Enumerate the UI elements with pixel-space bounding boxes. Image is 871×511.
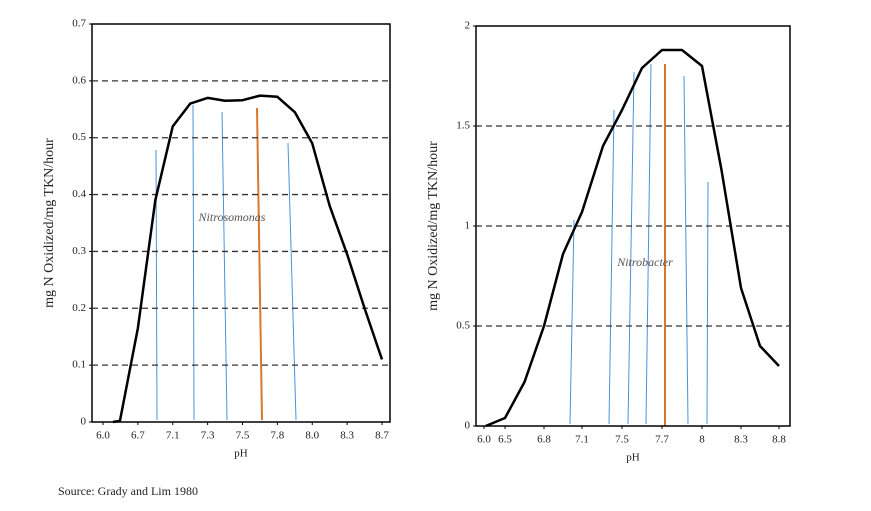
y-tick-label: 1	[465, 220, 471, 232]
x-tick-label: 8.0	[305, 430, 319, 442]
y-tick-label: 0.3	[72, 245, 86, 257]
blue-line	[645, 63, 652, 425]
y-tick-label: 0.2	[72, 302, 86, 314]
blue-line	[221, 111, 228, 421]
x-tick-label: 7.5	[615, 434, 629, 446]
x-tick-label: 7.1	[166, 430, 180, 442]
blue-line	[683, 75, 689, 425]
data-line	[112, 94, 384, 424]
x-tick-label: 7.1	[575, 434, 589, 446]
source: Source: Grady and Lim 1980	[58, 484, 198, 498]
data-line	[485, 48, 780, 428]
x-tick-label: 8.8	[772, 434, 786, 446]
blue-line	[569, 219, 575, 425]
x-tick-label: 8.3	[734, 434, 748, 446]
x-tick-label: 6.7	[131, 430, 145, 442]
y-tick-label: 0.4	[72, 188, 86, 200]
x-tick-label: 7.3	[201, 430, 215, 442]
y-tick-label: 2	[465, 20, 471, 32]
y-tick-label: 0	[465, 420, 471, 432]
x-tick-label: 6.8	[537, 434, 551, 446]
blue-line	[608, 109, 615, 425]
y-tick-label: 0.5	[72, 131, 86, 143]
x-tick-label: 6.0	[477, 434, 491, 446]
y-axis-label: mg N Oxidized/mg TKN/hour	[426, 141, 441, 311]
x-tick-label: 7.5	[236, 430, 250, 442]
orange-line	[256, 107, 263, 421]
y-tick-label: 0.1	[72, 359, 86, 371]
y-tick-label: 0	[81, 416, 87, 428]
x-tick-label: 8	[699, 434, 705, 446]
x-tick-label: 6.0	[96, 430, 110, 442]
x-tick-label: 8.3	[340, 430, 354, 442]
x-axis-label: pH	[626, 452, 640, 464]
y-tick-label: 1.5	[456, 120, 470, 132]
x-tick-label: 7.8	[271, 430, 285, 442]
y-tick-label: 0.5	[456, 320, 470, 332]
plot-frame	[91, 23, 391, 423]
x-tick-label: 8.7	[375, 430, 389, 442]
reference-lines	[155, 63, 709, 426]
annotation: Nitrosomonas	[198, 210, 266, 224]
x-axis-label: pH	[234, 448, 248, 460]
blue-line	[287, 142, 297, 421]
y-tick-label: 0.7	[72, 18, 86, 30]
y-axis-label: mg N Oxidized/mg TKN/hour	[42, 138, 57, 308]
y-tick-label: 0.6	[72, 74, 86, 86]
blue-line	[706, 181, 709, 425]
blue-line	[192, 104, 195, 421]
annotation: Nitrobacter	[616, 255, 673, 269]
x-tick-label: 7.7	[655, 434, 669, 446]
blue-line	[627, 71, 635, 425]
x-tick-label: 6.5	[498, 434, 512, 446]
